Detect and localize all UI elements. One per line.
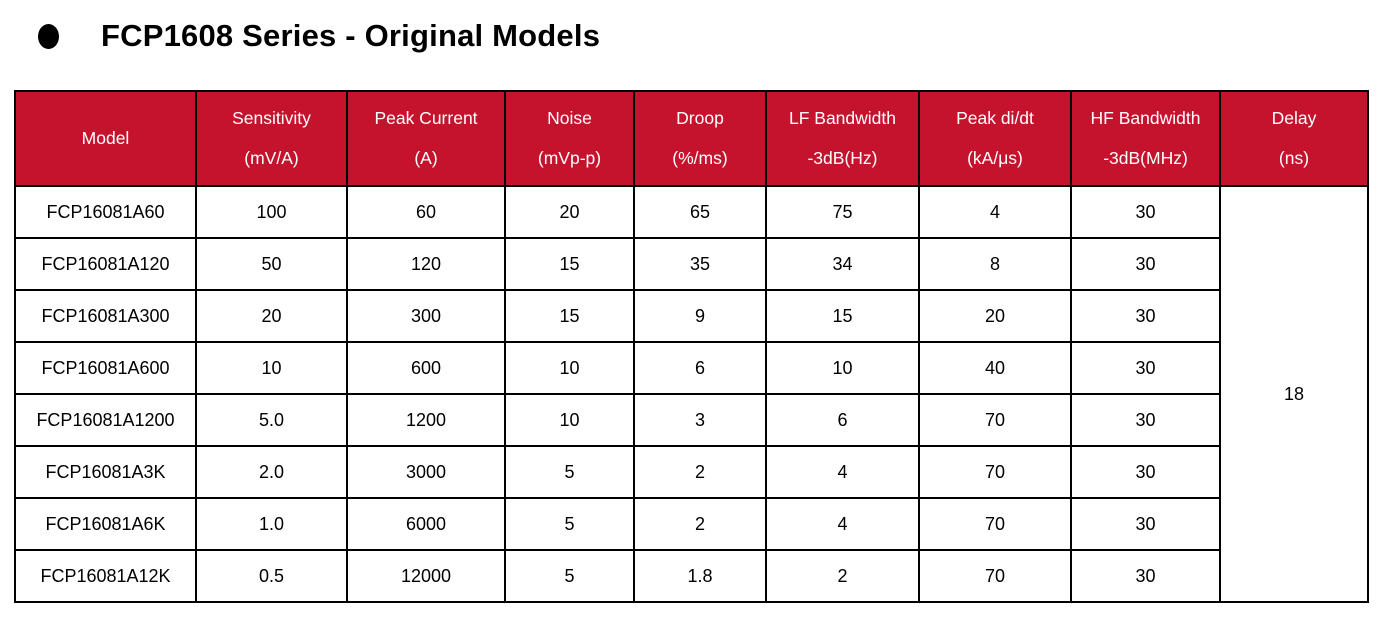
cell-droop: 65 [633, 185, 767, 239]
table-row: FCP16081A300 20 300 15 9 15 20 30 [14, 289, 1368, 343]
cell-lf-bandwidth: 6 [765, 393, 920, 447]
cell-model: FCP16081A1200 [14, 393, 197, 447]
cell-model: FCP16081A3K [14, 445, 197, 499]
cell-model: FCP16081A60 [14, 185, 197, 239]
cell-droop: 9 [633, 289, 767, 343]
cell-model: FCP16081A12K [14, 549, 197, 603]
table-row: FCP16081A1200 5.0 1200 10 3 6 70 30 [14, 393, 1368, 447]
cell-lf-bandwidth: 4 [765, 497, 920, 551]
column-header-sensitivity: Sensitivity (mV/A) [195, 90, 348, 187]
cell-peak-didt: 20 [918, 289, 1072, 343]
cell-sensitivity: 100 [195, 185, 348, 239]
cell-sensitivity: 2.0 [195, 445, 348, 499]
cell-model: FCP16081A120 [14, 237, 197, 291]
cell-noise: 15 [504, 289, 635, 343]
column-header-model: Model [14, 90, 197, 187]
cell-lf-bandwidth: 75 [765, 185, 920, 239]
header-row: Model Sensitivity (mV/A) Peak Current (A) … [14, 90, 1369, 187]
cell-droop: 6 [633, 341, 767, 395]
cell-droop: 2 [633, 497, 767, 551]
cell-hf-bandwidth: 30 [1070, 393, 1221, 447]
cell-model: FCP16081A300 [14, 289, 197, 343]
cell-peak-didt: 70 [918, 497, 1072, 551]
cell-sensitivity: 0.5 [195, 549, 348, 603]
cell-droop: 3 [633, 393, 767, 447]
cell-sensitivity: 10 [195, 341, 348, 395]
cell-peak-current: 3000 [346, 445, 506, 499]
cell-peak-current: 60 [346, 185, 506, 239]
cell-noise: 20 [504, 185, 635, 239]
cell-droop: 1.8 [633, 549, 767, 603]
table-row: FCP16081A600 10 600 10 6 10 40 30 [14, 341, 1368, 395]
cell-noise: 5 [504, 445, 635, 499]
cell-sensitivity: 1.0 [195, 497, 348, 551]
cell-peak-current: 12000 [346, 549, 506, 603]
column-header-lf-bandwidth: LF Bandwidth -3dB(Hz) [765, 90, 920, 187]
cell-noise: 5 [504, 549, 635, 603]
cell-peak-didt: 70 [918, 393, 1072, 447]
cell-peak-current: 120 [346, 237, 506, 291]
section-title-row: FCP1608 Series - Original Models [38, 14, 1381, 58]
cell-sensitivity: 50 [195, 237, 348, 291]
table-row: FCP16081A3K 2.0 3000 5 2 4 70 30 [14, 445, 1368, 499]
cell-peak-current: 6000 [346, 497, 506, 551]
table-row: FCP16081A12K 0.5 12000 5 1.8 2 70 30 [14, 549, 1368, 603]
cell-noise: 10 [504, 393, 635, 447]
cell-droop: 35 [633, 237, 767, 291]
cell-model: FCP16081A6K [14, 497, 197, 551]
page-title: FCP1608 Series - Original Models [101, 18, 601, 53]
column-header-peak-current: Peak Current (A) [346, 90, 506, 187]
cell-peak-current: 600 [346, 341, 506, 395]
cell-model: FCP16081A600 [14, 341, 197, 395]
cell-hf-bandwidth: 30 [1070, 549, 1221, 603]
bullet-icon [38, 23, 59, 49]
cell-hf-bandwidth: 30 [1070, 341, 1221, 395]
table-row: FCP16081A60 100 60 20 65 75 4 30 18 [14, 185, 1369, 603]
cell-hf-bandwidth: 30 [1070, 497, 1221, 551]
column-header-delay: Delay (ns) [1219, 90, 1369, 187]
cell-delay-merged: 18 [1219, 185, 1369, 603]
cell-sensitivity: 5.0 [195, 393, 348, 447]
cell-lf-bandwidth: 4 [765, 445, 920, 499]
cell-lf-bandwidth: 15 [765, 289, 920, 343]
cell-droop: 2 [633, 445, 767, 499]
table-row: FCP16081A6K 1.0 6000 5 2 4 70 30 [14, 497, 1368, 551]
table-row: FCP16081A120 50 120 15 35 34 8 30 [14, 237, 1368, 291]
cell-peak-didt: 70 [918, 549, 1072, 603]
column-header-droop: Droop (%/ms) [633, 90, 767, 187]
cell-peak-didt: 70 [918, 445, 1072, 499]
cell-peak-didt: 4 [918, 185, 1072, 239]
cell-sensitivity: 20 [195, 289, 348, 343]
column-header-peak-didt: Peak di/dt (kA/μs) [918, 90, 1072, 187]
cell-lf-bandwidth: 34 [765, 237, 920, 291]
cell-peak-current: 1200 [346, 393, 506, 447]
column-header-noise: Noise (mVp-p) [504, 90, 635, 187]
spec-table: Model Sensitivity (mV/A) Peak Current (A) … [14, 90, 1369, 603]
cell-lf-bandwidth: 2 [765, 549, 920, 603]
cell-peak-didt: 8 [918, 237, 1072, 291]
cell-hf-bandwidth: 30 [1070, 185, 1221, 239]
cell-lf-bandwidth: 10 [765, 341, 920, 395]
cell-peak-didt: 40 [918, 341, 1072, 395]
cell-noise: 10 [504, 341, 635, 395]
cell-noise: 15 [504, 237, 635, 291]
cell-hf-bandwidth: 30 [1070, 237, 1221, 291]
cell-noise: 5 [504, 497, 635, 551]
cell-hf-bandwidth: 30 [1070, 445, 1221, 499]
cell-peak-current: 300 [346, 289, 506, 343]
cell-hf-bandwidth: 30 [1070, 289, 1221, 343]
column-header-hf-bandwidth: HF Bandwidth -3dB(MHz) [1070, 90, 1221, 187]
